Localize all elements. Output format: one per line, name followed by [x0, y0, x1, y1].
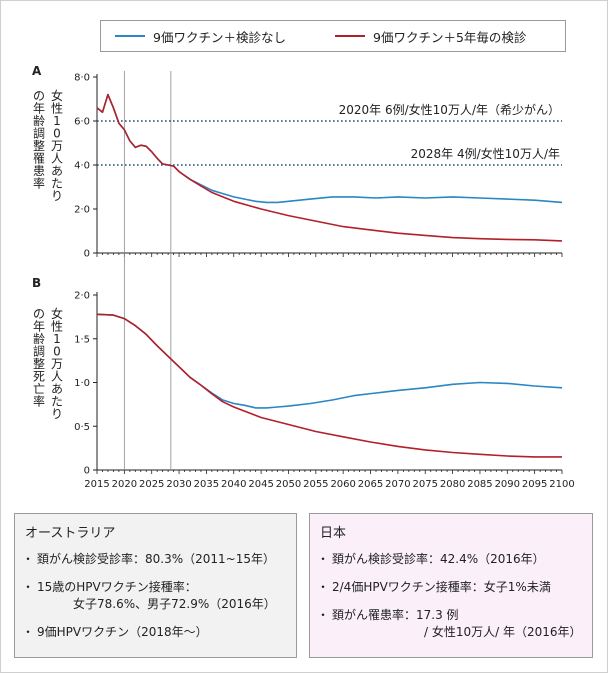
series-line-5yr-screening — [96, 93, 563, 242]
y-axis-label-char: あ — [51, 382, 63, 396]
y-axis-label-char: 亡 — [33, 382, 45, 396]
x-tick-label: 2065 — [358, 479, 383, 490]
y-axis-label-char: 整 — [33, 138, 45, 153]
x-tick-label: 2080 — [440, 479, 465, 490]
x-tick-label: 2035 — [194, 479, 219, 490]
y-tick-label: 2·0 — [74, 205, 90, 216]
panel-letter: B — [32, 276, 41, 290]
australia-vaccination-rate-values: 女子78.6%、男子72.9%（2016年） — [73, 597, 276, 611]
legend-swatch-blue — [115, 35, 145, 37]
x-tick-label: 2085 — [467, 479, 492, 490]
y-axis-label-char: 万 — [51, 139, 63, 153]
japan-vaccination-rate: 2/4価HPVワクチン接種率：女子1%未満 — [317, 579, 582, 596]
japan-title: 日本 — [320, 526, 347, 541]
y-axis-label-char: り — [51, 407, 63, 421]
x-tick-label: 2020 — [112, 479, 137, 490]
japan-incidence-rate-unit: / 女性10万人/ 年（2016年） — [424, 625, 582, 639]
japan-incidence-rate: 頚がん罹患率：17.3 例 / 女性10万人/ 年（2016年） — [317, 607, 582, 641]
x-tick-label: 2090 — [495, 479, 520, 490]
australia-9valent-vaccine: 9価HPVワクチン（2018年～） — [22, 624, 286, 641]
x-tick-label: 2095 — [522, 479, 547, 490]
threshold-label: 2028年 4例/女性10万人/年 — [411, 146, 560, 161]
y-tick-label: 8·0 — [74, 73, 90, 84]
x-tick-label: 2100 — [549, 479, 574, 490]
y-axis-label-char: た — [51, 177, 63, 191]
y-axis-label-char: 罹 — [33, 152, 45, 166]
x-tick-label: 2030 — [166, 479, 191, 490]
australia-title: オーストラリア — [25, 526, 116, 541]
y-tick-label: 0·5 — [74, 422, 90, 433]
x-tick-label: 2040 — [221, 479, 246, 490]
y-axis-label-char: 死 — [33, 370, 45, 384]
y-tick-label: 4·0 — [74, 161, 90, 172]
legend-label-no-screening: 9価ワクチン＋検診なし — [153, 29, 286, 45]
y-axis-label-char: 年 — [33, 102, 45, 116]
x-tick-label: 2055 — [303, 479, 328, 490]
y-axis-label-char: 0 — [53, 345, 61, 359]
x-tick-label: 2025 — [139, 479, 164, 490]
legend-item-5yr-screening: 9価ワクチン＋5年毎の検診 — [335, 21, 526, 51]
y-axis-label-char: あ — [51, 164, 63, 178]
y-tick-label: 1·0 — [74, 378, 90, 389]
threshold-label: 2020年 6例/女性10万人/年（希少がん） — [339, 102, 560, 117]
chart-legend: 9価ワクチン＋検診なし 9価ワクチン＋5年毎の検診 — [100, 20, 566, 52]
y-tick-label: 6·0 — [74, 117, 90, 128]
australia-screening-rate: 頚がん検診受診率：80.3%（2011~15年） — [22, 551, 286, 568]
japan-incidence-rate-label: 頚がん罹患率：17.3 例 — [332, 608, 459, 622]
australia-info-box: オーストラリア 頚がん検診受診率：80.3%（2011~15年） 15歳のHPV… — [14, 513, 297, 658]
y-axis-label-char: 性 — [51, 320, 63, 334]
panel-letter: A — [32, 64, 42, 78]
y-axis-label-char: 女 — [51, 88, 63, 103]
y-axis-label-char: 患 — [33, 164, 45, 178]
y-axis-label-char: 年 — [33, 320, 45, 334]
y-axis-label-char: 0 — [53, 127, 61, 141]
x-tick-label: 2050 — [276, 479, 301, 490]
australia-vaccination-rate: 15歳のHPVワクチン接種率： 女子78.6%、男子72.9%（2016年） — [22, 579, 286, 613]
y-axis-label-char: 人 — [51, 370, 63, 384]
y-axis-label-char: り — [51, 189, 63, 203]
y-axis-label-char: 性 — [51, 102, 63, 116]
y-tick-label: 1·5 — [74, 334, 90, 345]
australia-9valent-vaccine-text: 9価HPVワクチン（2018年～） — [37, 625, 208, 639]
series-line-no-screening — [96, 313, 563, 409]
y-tick-label: 0 — [84, 466, 90, 477]
series-line-5yr-screening — [96, 313, 562, 458]
y-axis-label-char: 人 — [51, 152, 63, 166]
y-axis-label-char: の — [33, 307, 45, 321]
legend-swatch-red — [335, 35, 365, 37]
australia-screening-rate-text: 頚がん検診受診率：80.3%（2011~15年） — [37, 552, 275, 566]
y-tick-label: 0 — [84, 249, 90, 260]
y-axis-label-char: 齢 — [33, 331, 45, 346]
x-tick-label: 2045 — [248, 479, 273, 490]
japan-screening-rate-text: 頚がん検診受診率：42.4%（2016年） — [332, 552, 545, 566]
japan-screening-rate: 頚がん検診受診率：42.4%（2016年） — [317, 551, 582, 568]
y-axis-label-char: 率 — [33, 176, 45, 191]
x-tick-label: 2060 — [330, 479, 355, 490]
australia-vaccination-rate-label: 15歳のHPVワクチン接種率： — [37, 580, 197, 594]
y-axis-label-char: た — [51, 395, 63, 409]
y-axis-label-char: 率 — [33, 394, 45, 409]
y-axis-label-char: 女 — [51, 306, 63, 321]
y-tick-label: 2·0 — [74, 291, 90, 302]
japan-info-box: 日本 頚がん検診受診率：42.4%（2016年） 2/4価HPVワクチン接種率：… — [309, 513, 593, 658]
x-tick-label: 2075 — [413, 479, 438, 490]
y-axis-label-char: 整 — [33, 356, 45, 371]
y-axis-label-char: 調 — [33, 345, 45, 359]
y-axis-label-char: 万 — [51, 357, 63, 371]
y-axis-label-char: 調 — [33, 127, 45, 141]
japan-vaccination-rate-text: 2/4価HPVワクチン接種率：女子1%未満 — [332, 580, 551, 594]
y-axis-label-char: の — [33, 89, 45, 103]
x-tick-label: 2015 — [84, 479, 109, 490]
x-tick-label: 2070 — [385, 479, 410, 490]
y-axis-label-char: 1 — [53, 332, 61, 346]
y-axis-label-char: 1 — [53, 114, 61, 128]
legend-label-5yr-screening: 9価ワクチン＋5年毎の検診 — [373, 29, 527, 45]
legend-item-no-screening: 9価ワクチン＋検診なし — [115, 21, 286, 51]
y-axis-label-char: 齢 — [33, 113, 45, 128]
